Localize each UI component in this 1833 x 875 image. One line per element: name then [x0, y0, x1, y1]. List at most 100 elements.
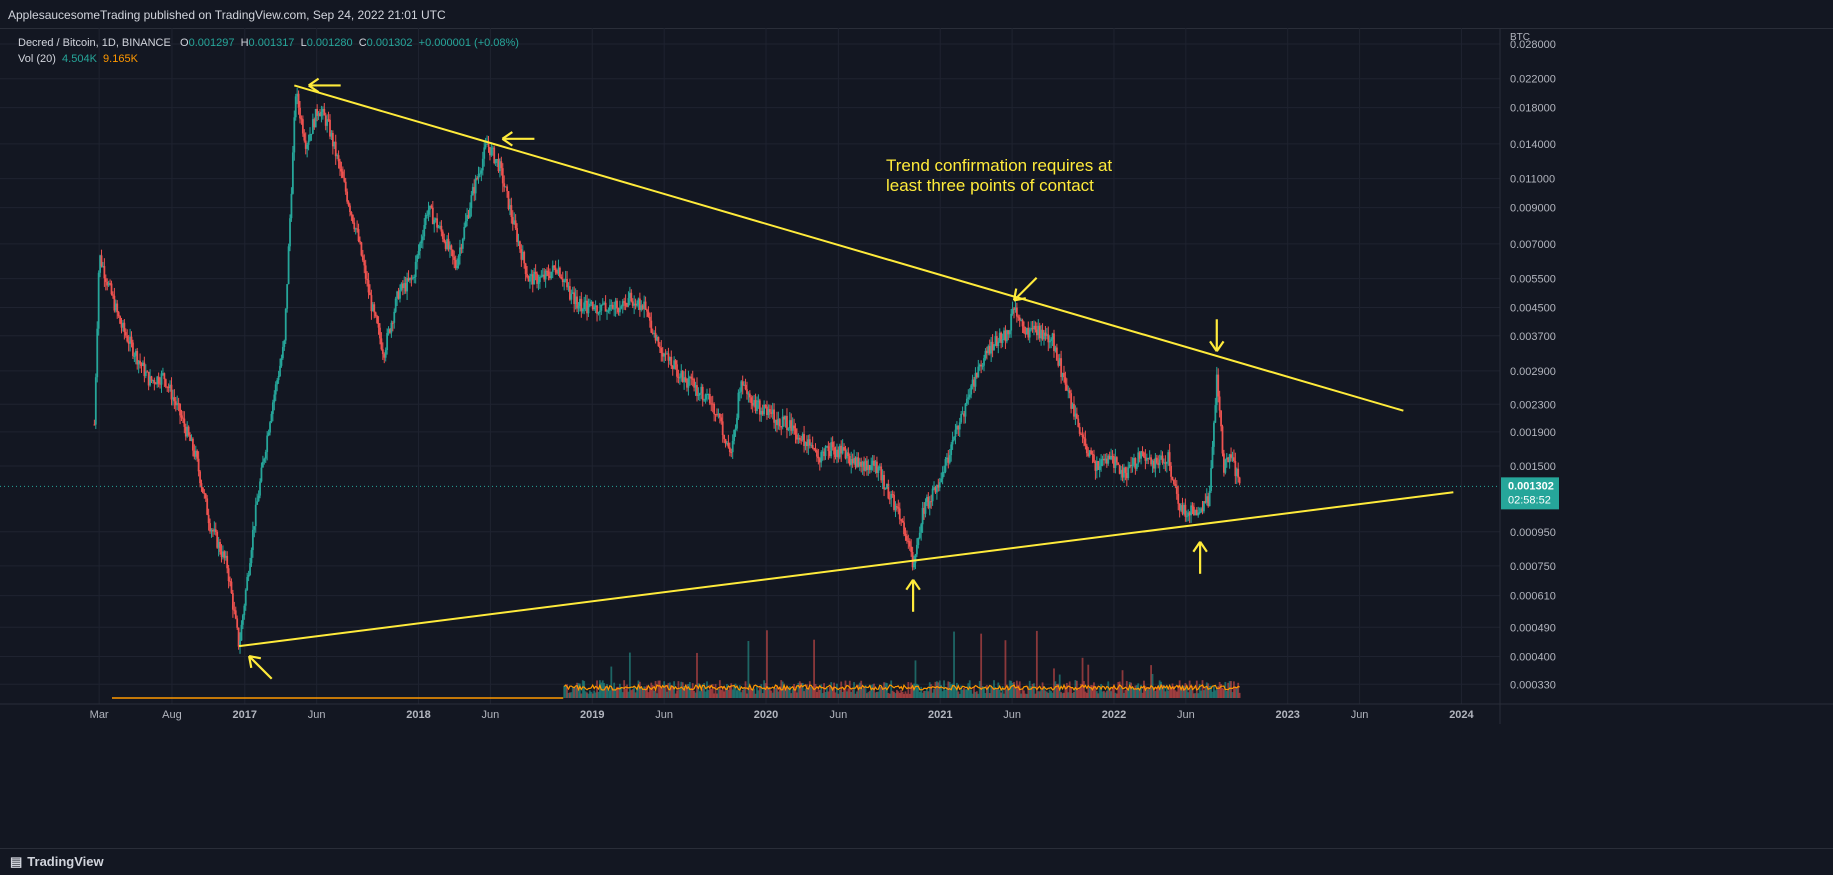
candle-body [588, 303, 591, 306]
candle-body [234, 610, 237, 619]
candle-body [838, 445, 841, 458]
candle-body [1030, 328, 1033, 330]
volume-label[interactable]: Vol (20) [18, 53, 56, 65]
candle-body [740, 381, 743, 392]
volume-bar [1131, 686, 1134, 698]
candle-body [479, 173, 481, 175]
candle-body [681, 370, 684, 383]
volume-bar [1097, 693, 1100, 698]
candle-body [698, 393, 701, 395]
high-value: 0.001317 [248, 37, 295, 49]
volume-bar [1197, 693, 1200, 698]
volume-bar [964, 689, 967, 698]
volume-bar [1188, 680, 1191, 698]
candle-body [621, 301, 624, 307]
candle-body [401, 283, 404, 289]
symbol-title[interactable]: Decred / Bitcoin, 1D, BINANCE [18, 37, 171, 49]
candle-body [396, 291, 399, 299]
candle-body [701, 386, 704, 401]
candle-body [127, 341, 130, 344]
candle-body [810, 444, 813, 446]
touch-arrow [501, 131, 535, 147]
candle-body [801, 434, 804, 440]
candle-body [840, 445, 843, 454]
volume-bar [700, 685, 703, 698]
candle-body [1001, 339, 1004, 344]
volume-bar [767, 686, 770, 698]
candle-body [556, 272, 558, 274]
candle-body [748, 393, 751, 398]
touch-arrow-head [1199, 541, 1208, 553]
volume-bar [1101, 691, 1104, 698]
volume-bar [1017, 684, 1020, 698]
close-value: 0.001302 [366, 37, 413, 49]
volume-bar [970, 690, 973, 698]
candle-body [920, 524, 923, 533]
volume-bar [991, 687, 994, 698]
volume-bar [578, 683, 581, 698]
candle-body [279, 365, 281, 377]
candle-body [464, 221, 467, 227]
candle-body [190, 438, 193, 441]
candle-body [333, 141, 336, 147]
candle-body [269, 422, 271, 433]
volume-bar [1043, 686, 1045, 698]
candle-body [606, 310, 608, 312]
time-tick-label: 2018 [406, 709, 430, 721]
candle-body [1151, 460, 1154, 465]
candle-body [524, 263, 527, 274]
volume-bar [1105, 690, 1108, 698]
candle-body [503, 183, 506, 187]
candle-body [350, 212, 353, 215]
candle-body [787, 428, 790, 431]
volume-bar [1173, 686, 1175, 698]
volume-bar [1175, 691, 1178, 698]
candle-body [607, 310, 610, 312]
candle-body [945, 457, 948, 460]
candle-body [1110, 455, 1113, 460]
volume-bar [1034, 693, 1037, 698]
candle-body [1170, 465, 1172, 477]
volume-bar [796, 692, 798, 698]
time-axis: Mar Aug 2017 Jun 2018 Jun 2019 Jun 2020 Jun 2021 Ju… [90, 709, 1475, 721]
candle-body [1190, 505, 1192, 516]
candle-body [697, 394, 700, 396]
volume-bar [984, 693, 987, 698]
candle-body [736, 417, 738, 429]
touch-arrow-head [308, 84, 320, 94]
volume-bar [935, 681, 938, 698]
tradingview-logo[interactable]: ▤ TradingView [10, 854, 104, 870]
touch-arrow [248, 655, 273, 680]
candle-body [227, 568, 230, 582]
volume-bar [736, 690, 738, 698]
volume-bar [1011, 682, 1014, 698]
candle-body [504, 186, 507, 188]
candle-body [144, 371, 147, 377]
candle-body [106, 281, 109, 286]
candle-body [730, 452, 733, 454]
candle-body [1054, 347, 1057, 352]
candle-body [913, 563, 915, 568]
candle-body [407, 278, 410, 281]
candle-body [851, 459, 854, 464]
volume-bar [1044, 690, 1047, 698]
chart-area[interactable]: BTC 0.028000 0.022000 0.018000 0.014000 0.011… [0, 28, 1833, 848]
candle-body [781, 416, 784, 428]
candle-body [534, 271, 537, 274]
touch-arrow-head [1192, 541, 1202, 553]
candle-body [684, 377, 687, 381]
volume-bar [1144, 685, 1147, 698]
volume-bar [596, 680, 598, 698]
candle-body [501, 168, 504, 184]
candle-body [667, 353, 670, 361]
candle-body [94, 377, 97, 425]
volume-bar [987, 686, 990, 698]
volume-bar [753, 688, 756, 698]
candle-body [1153, 460, 1155, 469]
support-trendline [238, 491, 1454, 648]
volume-bar [1098, 687, 1101, 698]
candle-body [494, 159, 497, 164]
volume-bar [1048, 689, 1051, 698]
volume-bar [660, 688, 663, 698]
